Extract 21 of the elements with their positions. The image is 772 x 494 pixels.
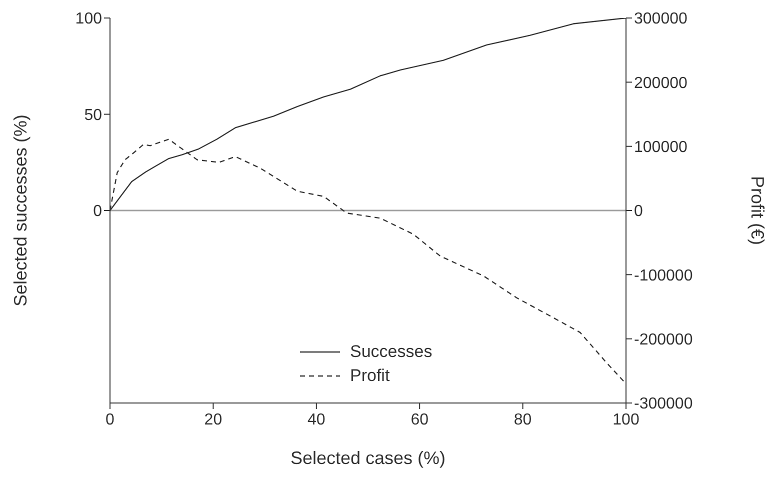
y2-tick-label: 300000 bbox=[634, 10, 688, 28]
y-axis-title: Selected successes (%) bbox=[10, 114, 30, 307]
x-tick-label: 60 bbox=[410, 411, 429, 428]
y-tick-label: 100 bbox=[75, 10, 102, 28]
x-tick-label: 0 bbox=[106, 411, 115, 428]
y2-tick-label: 200000 bbox=[634, 74, 688, 92]
y2-tick-label: -200000 bbox=[634, 332, 693, 349]
y2-axis-title: Profit (€) bbox=[748, 176, 768, 246]
x-axis-title: Selected cases (%) bbox=[290, 448, 446, 468]
x-tick-label: 20 bbox=[204, 411, 222, 428]
y2-tick-label: -300000 bbox=[634, 396, 693, 413]
legend-label: Profit bbox=[350, 366, 390, 386]
legend-label: Successes bbox=[350, 342, 432, 362]
x-tick-label: 80 bbox=[514, 411, 532, 428]
y-tick-label: 0 bbox=[93, 203, 102, 220]
x-tick-label: 40 bbox=[308, 411, 326, 428]
x-tick-label: 100 bbox=[612, 411, 640, 428]
y2-tick-label: 0 bbox=[634, 203, 643, 220]
y2-tick-label: 100000 bbox=[634, 139, 688, 156]
y-tick-label: 50 bbox=[84, 106, 102, 124]
y2-tick-label: -100000 bbox=[634, 267, 693, 284]
